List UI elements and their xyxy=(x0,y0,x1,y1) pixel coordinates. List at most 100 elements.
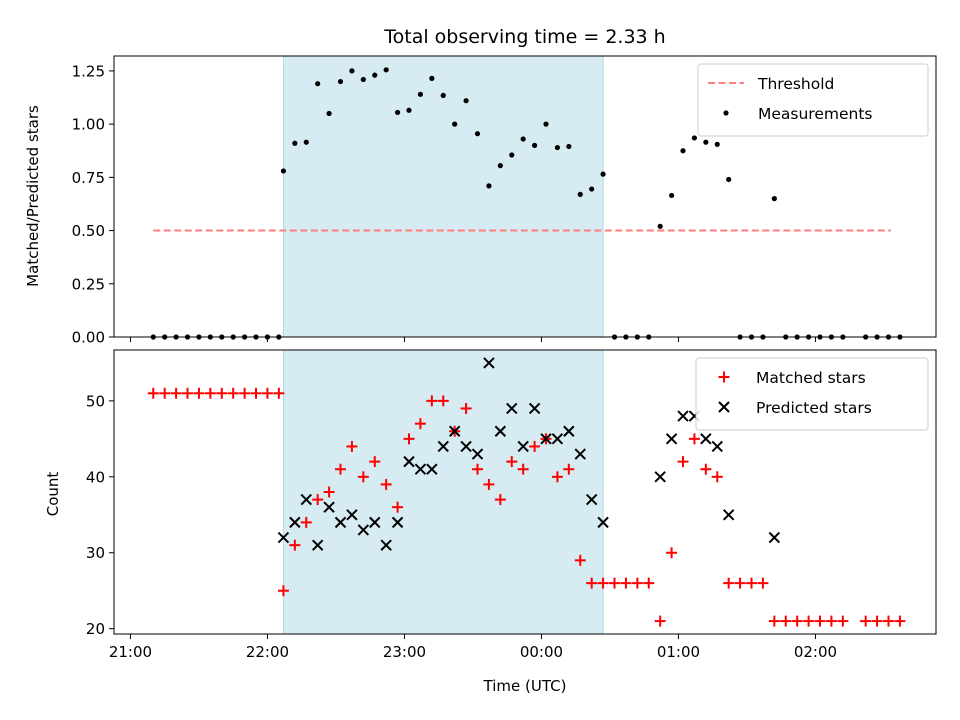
matched-star-point xyxy=(746,577,758,589)
bottom-y-tick-label: 50 xyxy=(86,392,105,410)
predicted-star-stroke xyxy=(300,493,312,506)
measurement-point xyxy=(486,183,492,189)
matched-star-point xyxy=(837,615,849,627)
matched-star-point xyxy=(392,501,404,513)
predicted-star-point xyxy=(346,509,358,521)
top-y-tick-label: 0.00 xyxy=(72,329,105,347)
predicted-star-stroke xyxy=(700,433,712,445)
measurement-point xyxy=(509,152,515,158)
matched-star-point xyxy=(700,463,712,475)
matched-star-point xyxy=(757,577,769,589)
measurement-point xyxy=(543,121,549,127)
measurement-point xyxy=(463,98,469,104)
matched-star-point xyxy=(159,387,171,399)
predicted-star-stroke xyxy=(414,463,427,475)
top-legend-box xyxy=(697,63,929,137)
measurement-point xyxy=(280,168,287,174)
matched-star-point xyxy=(643,577,655,589)
predicted-star-point xyxy=(357,524,370,536)
matched-star-point xyxy=(825,615,837,627)
matched-star-point xyxy=(620,577,632,589)
measurement-point xyxy=(303,139,309,145)
matched-star-point xyxy=(860,615,872,627)
predicted-star-point xyxy=(700,433,712,445)
matched-star-point xyxy=(323,486,335,498)
measurement-point xyxy=(452,121,458,127)
predicted-star-stroke xyxy=(346,509,358,521)
top-legend-label: Threshold xyxy=(757,75,834,93)
measurement-point xyxy=(600,171,606,177)
predicted-star-point xyxy=(311,539,324,551)
matched-star-point xyxy=(277,585,289,597)
predicted-star-point xyxy=(369,516,381,529)
legend-matched-swatch xyxy=(718,371,730,383)
predicted-star-stroke xyxy=(391,516,404,529)
predicted-star-point xyxy=(403,455,415,468)
measurement-point xyxy=(440,92,446,98)
matched-star-point xyxy=(586,577,598,589)
predicted-star-point xyxy=(711,440,723,453)
matched-star-point xyxy=(883,615,895,627)
predicted-star-stroke xyxy=(426,463,438,475)
predicted-star-point xyxy=(277,531,290,544)
matched-star-point xyxy=(335,463,347,475)
matched-star-point xyxy=(250,387,262,399)
x-tick-label: 02:00 xyxy=(794,643,837,661)
predicted-star-stroke xyxy=(654,471,666,483)
predicted-star-stroke xyxy=(585,493,598,506)
predicted-star-point xyxy=(563,425,575,437)
legend-measurement-swatch xyxy=(723,110,729,116)
bottom-y-tick-label: 30 xyxy=(86,544,105,562)
matched-star-point xyxy=(563,463,575,475)
matched-star-point xyxy=(380,478,392,490)
matched-star-point xyxy=(631,577,643,589)
measurement-point xyxy=(394,109,401,116)
predicted-star-stroke xyxy=(403,455,415,468)
predicted-star-point xyxy=(380,539,392,551)
matched-star-point xyxy=(300,516,312,528)
matched-star-point xyxy=(239,387,251,399)
predicted-star-stroke xyxy=(551,433,564,445)
predicted-star-point xyxy=(426,463,438,475)
measurement-point xyxy=(771,196,777,202)
top-y-axis-label: Matched/Predicted stars xyxy=(24,105,42,287)
predicted-star-stroke xyxy=(380,539,392,551)
predicted-star-stroke xyxy=(768,531,781,544)
matched-star-point xyxy=(437,395,449,407)
predicted-star-point xyxy=(323,501,335,513)
matched-star-point xyxy=(597,577,609,589)
predicted-star-point xyxy=(506,402,518,415)
predicted-star-point xyxy=(551,433,564,445)
predicted-star-point xyxy=(414,463,427,475)
matched-star-point xyxy=(791,615,803,627)
measurement-point xyxy=(429,75,435,81)
matched-star-point xyxy=(483,478,495,490)
chart-title: Total observing time = 2.33 h xyxy=(383,26,665,48)
predicted-star-point xyxy=(665,433,678,445)
matched-star-point xyxy=(312,494,324,506)
measurement-point xyxy=(406,107,412,113)
measurement-point xyxy=(657,223,663,229)
top-axes-frame xyxy=(113,55,937,338)
predicted-star-point xyxy=(574,448,586,460)
measurement-point xyxy=(668,192,675,199)
matched-star-point xyxy=(529,440,541,452)
predicted-star-stroke xyxy=(460,440,472,453)
measurement-point xyxy=(360,76,366,83)
top-y-tick-label: 1.00 xyxy=(72,116,105,134)
predicted-star-point xyxy=(768,531,781,544)
measurement-point xyxy=(474,131,481,137)
measurement-point xyxy=(680,148,686,154)
predicted-star-stroke xyxy=(289,516,301,529)
bottom-axes-frame xyxy=(113,349,937,635)
bottom-legend-box xyxy=(695,357,929,431)
matched-star-point xyxy=(574,554,586,566)
measurement-point xyxy=(554,144,561,151)
measurement-point xyxy=(417,91,424,97)
predicted-star-stroke xyxy=(334,516,347,529)
predicted-star-stroke xyxy=(357,524,370,536)
predicted-star-stroke xyxy=(494,425,507,437)
x-tick-label: 22:00 xyxy=(246,643,289,661)
predicted-star-point xyxy=(585,493,598,506)
